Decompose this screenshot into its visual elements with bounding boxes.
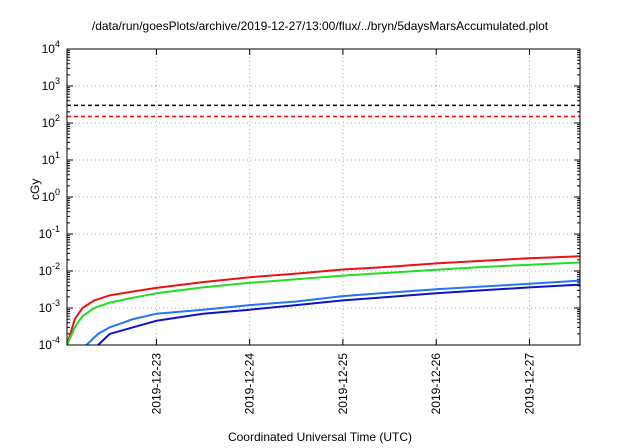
y-tick-label: 102 xyxy=(42,113,60,130)
series-line xyxy=(97,283,580,345)
y-tick-label: 10-3 xyxy=(39,298,60,315)
y-tick-label: 103 xyxy=(42,76,60,93)
x-tick-label: 2019-12-24 xyxy=(243,353,257,415)
series-line xyxy=(85,279,580,345)
chart-title: /data/run/goesPlots/archive/2019-12-27/1… xyxy=(91,19,549,33)
y-axis-label: cGy xyxy=(28,178,42,200)
y-tick-label: 101 xyxy=(42,150,60,167)
plot-border xyxy=(66,48,581,346)
series-line xyxy=(67,255,580,345)
y-tick-label: 10-1 xyxy=(39,224,60,241)
x-tick-label: 2019-12-25 xyxy=(336,353,350,415)
x-tick-label: 2019-12-23 xyxy=(149,353,163,415)
y-tick-label: 104 xyxy=(42,39,60,56)
y-tick-label: 100 xyxy=(42,187,60,204)
y-tick-label: 10-2 xyxy=(39,261,60,278)
y-tick-label: 10-4 xyxy=(39,335,60,352)
series-line xyxy=(67,261,580,345)
x-tick-label: 2019-12-27 xyxy=(522,353,536,415)
x-axis-label: Coordinated Universal Time (UTC) xyxy=(227,430,413,444)
x-tick-label: 2019-12-26 xyxy=(429,353,443,415)
